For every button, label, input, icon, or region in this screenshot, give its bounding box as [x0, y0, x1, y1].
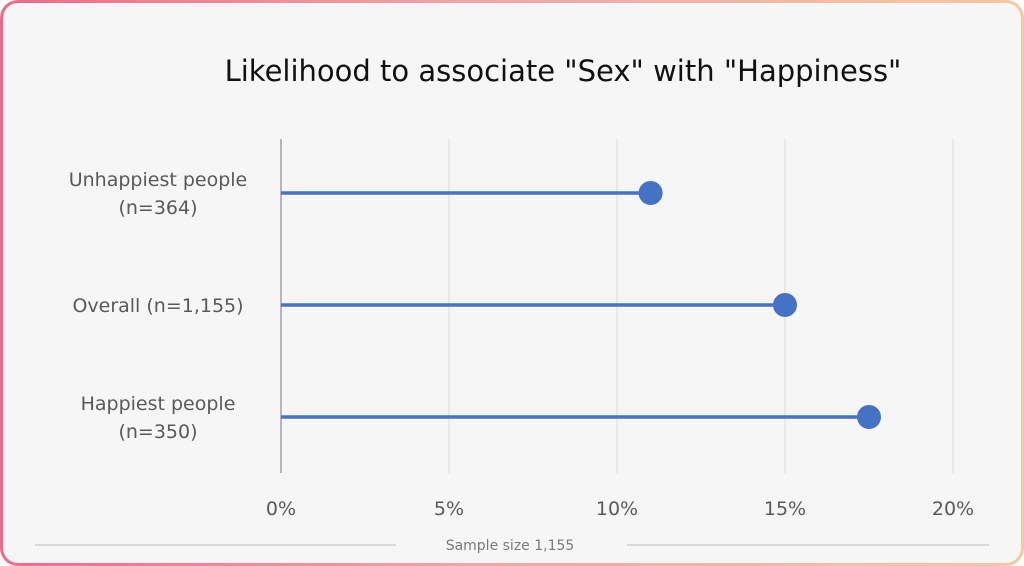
category-label: Happiest people (n=350): [81, 393, 236, 443]
category-label-line: Overall (n=1,155): [72, 295, 243, 317]
lollipop-chart: Likelihood to associate "Sex" with "Happ…: [35, 54, 989, 554]
category-label-line: Happiest people: [81, 393, 236, 415]
x-tick-label: 5%: [434, 498, 464, 520]
x-tick-label: 0%: [266, 498, 296, 520]
category-labels: Unhappiest people (n=364) Overall (n=1,155…: [69, 169, 248, 443]
x-tick-labels: 0% 5% 10% 15% 20%: [266, 498, 974, 520]
x-tick-label: 15%: [764, 498, 806, 520]
category-label: Unhappiest people (n=364): [69, 169, 248, 219]
category-label: Overall (n=1,155): [72, 295, 243, 317]
x-tick-label: 10%: [596, 498, 638, 520]
category-label-line: (n=364): [118, 197, 197, 219]
chart-card: Likelihood to associate "Sex" with "Happ…: [3, 3, 1021, 563]
footer: Sample size 1,155: [35, 538, 989, 554]
lollipop-dot: [773, 293, 797, 317]
chart-title: Likelihood to associate "Sex" with "Happ…: [225, 54, 902, 88]
category-label-line: Unhappiest people: [69, 169, 248, 191]
series: [281, 181, 881, 429]
lollipop-dot: [857, 405, 881, 429]
lollipop-dot: [638, 181, 663, 205]
footer-note: Sample size 1,155: [446, 538, 575, 554]
x-tick-label: 20%: [932, 498, 974, 520]
category-label-line: (n=350): [118, 421, 197, 443]
